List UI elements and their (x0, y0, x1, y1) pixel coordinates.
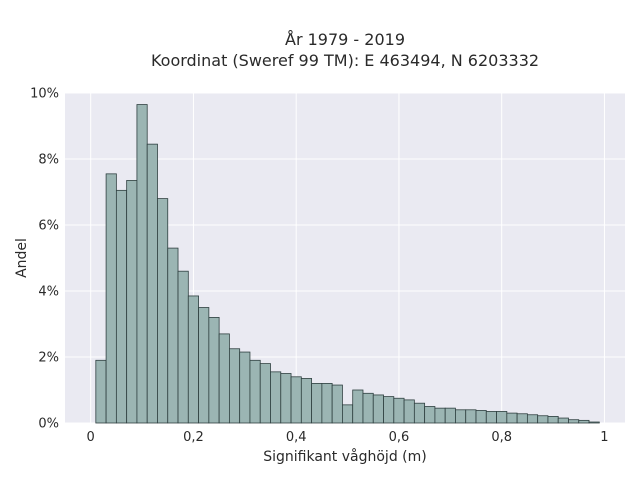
histogram-bar (239, 351, 251, 424)
histogram-bars (95, 104, 600, 424)
y-tick-label: 0% (38, 417, 59, 432)
chart-title-line-2: Koordinat (Sweref 99 TM): E 463494, N 62… (151, 51, 539, 70)
histogram-bar (208, 316, 220, 424)
histogram-bar (126, 180, 138, 424)
histogram-bar (167, 247, 179, 424)
histogram-bar (537, 415, 549, 424)
histogram-bar (95, 359, 107, 424)
x-tick-label: 0,2 (183, 430, 204, 445)
axis-ticks: 0 0,2 0,4 0,6 0,8 10%2%4%6%8%10% (30, 87, 608, 446)
histogram-bar (342, 404, 354, 424)
histogram-bar (588, 421, 600, 424)
histogram-bar (157, 198, 169, 424)
histogram-bar (434, 407, 446, 424)
histogram-bar (383, 396, 395, 424)
chart-title-line-1: År 1979 - 2019 (285, 30, 405, 49)
histogram-bar (393, 397, 405, 424)
histogram-bar (372, 394, 384, 424)
histogram-bar (485, 411, 497, 424)
y-axis-label: Andel (14, 238, 30, 278)
histogram-bar (105, 173, 117, 424)
histogram-bar (526, 414, 539, 424)
y-tick-label: 4% (38, 285, 59, 300)
x-tick-label: 1 (600, 430, 608, 445)
histogram-bar (465, 409, 477, 424)
histogram-bar (198, 307, 210, 424)
x-tick-label: 0,8 (491, 430, 512, 445)
y-tick-label: 8% (38, 153, 59, 168)
x-tick-label: 0 (87, 430, 95, 445)
histogram-bar (115, 189, 128, 424)
histogram-bar (475, 410, 487, 424)
histogram-bar (568, 419, 580, 424)
x-axis-label: Signifikant våghöjd (m) (263, 448, 426, 465)
histogram-bar (229, 348, 241, 424)
histogram-bar (280, 373, 292, 424)
histogram-bar (311, 382, 323, 424)
histogram-bar (578, 419, 590, 424)
histogram-bar (516, 413, 528, 424)
histogram-bar (218, 333, 230, 424)
histogram-bar (413, 402, 426, 424)
histogram-bar (146, 143, 158, 424)
y-tick-label: 10% (30, 87, 59, 102)
y-tick-label: 2% (38, 351, 59, 366)
histogram-bar (444, 407, 456, 424)
histogram-bar (424, 406, 436, 424)
histogram-bar (321, 382, 333, 424)
histogram-bar (496, 411, 508, 424)
histogram-bar (270, 371, 282, 424)
y-tick-label: 6% (38, 219, 59, 234)
histogram-bar (557, 417, 569, 424)
histogram-bar (506, 412, 518, 424)
histogram-bar (547, 415, 559, 424)
histogram-bar (352, 389, 364, 424)
histogram-bar (362, 392, 374, 424)
histogram-bar (290, 376, 302, 424)
histogram-bar (259, 363, 271, 424)
x-tick-label: 0,6 (389, 430, 410, 445)
histogram-bar (455, 409, 467, 424)
histogram-bar (136, 104, 148, 424)
histogram-bar (331, 384, 343, 424)
x-tick-label: 0,4 (286, 430, 307, 445)
histogram-bar (300, 378, 313, 424)
histogram-bar (249, 359, 261, 424)
histogram-bar (403, 399, 415, 424)
histogram-bar (177, 270, 189, 424)
histogram-bar (187, 295, 199, 424)
